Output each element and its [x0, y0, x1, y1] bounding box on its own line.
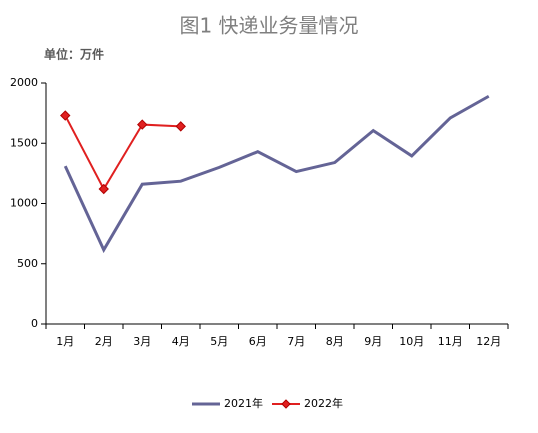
x-tick-label: 4月 — [172, 335, 190, 348]
y-tick-label: 1500 — [10, 136, 38, 149]
marker — [98, 183, 109, 195]
y-tick-label: 500 — [17, 257, 38, 270]
marker — [175, 121, 186, 132]
x-tick-label: 7月 — [287, 335, 305, 348]
x-tick-label: 5月 — [210, 335, 228, 348]
x-tick-label: 9月 — [364, 335, 382, 348]
legend-label: 2022年 — [304, 396, 343, 410]
y-tick-label: 0 — [31, 317, 38, 330]
series-line — [64, 115, 181, 192]
x-tick-label: 2月 — [95, 335, 113, 348]
x-tick-label: 1月 — [56, 335, 74, 348]
unit-label: 单位：万件 — [44, 47, 104, 62]
series-line — [63, 94, 490, 254]
x-tick-label: 10月 — [399, 335, 424, 348]
x-tick-label: 12月 — [476, 335, 501, 348]
x-tick-label: 8月 — [326, 335, 344, 348]
y-tick-label: 1000 — [10, 197, 38, 210]
x-tick-label: 11月 — [438, 335, 463, 348]
legend-marker — [281, 399, 291, 409]
marker — [60, 110, 71, 121]
marker — [137, 119, 148, 130]
x-tick-label: 6月 — [249, 335, 267, 348]
legend-label: 2021年 — [224, 396, 263, 410]
x-tick-label: 3月 — [133, 335, 151, 348]
y-tick-label: 2000 — [10, 76, 38, 89]
chart-title: 图1 快递业务量情况 — [179, 14, 358, 38]
